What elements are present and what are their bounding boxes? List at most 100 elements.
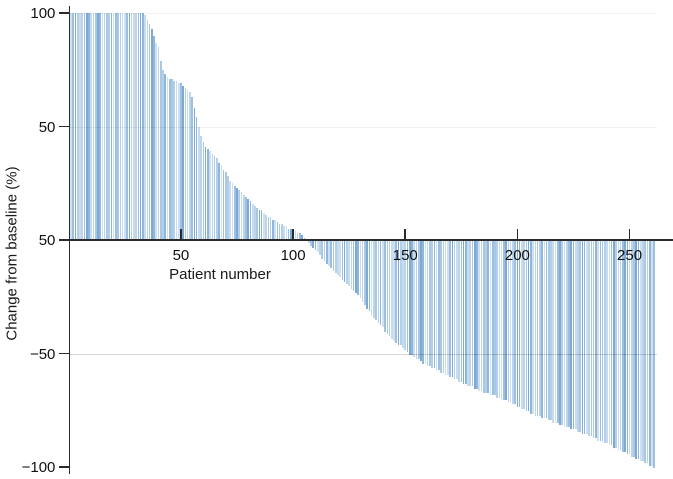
bar — [355, 241, 357, 294]
bar — [323, 241, 326, 262]
bar — [648, 241, 651, 466]
bar — [525, 241, 528, 412]
bar — [568, 241, 570, 428]
bar — [653, 241, 656, 468]
bar — [287, 228, 290, 240]
bar — [303, 237, 306, 240]
bar — [146, 19, 149, 240]
gridline — [69, 353, 657, 355]
bar — [330, 241, 333, 269]
bar — [128, 13, 131, 240]
bar — [296, 233, 299, 240]
bar — [572, 241, 575, 430]
bar — [411, 241, 413, 355]
bar — [413, 241, 416, 357]
bar — [265, 215, 267, 240]
bar — [238, 190, 241, 240]
bar — [518, 241, 521, 407]
bar — [294, 230, 297, 240]
bar — [630, 241, 633, 457]
bar — [467, 241, 469, 387]
bar — [382, 241, 384, 328]
bar — [182, 85, 184, 240]
bar — [352, 241, 355, 291]
bar — [150, 28, 153, 240]
bar — [521, 241, 523, 409]
bar — [366, 241, 368, 310]
bar — [256, 208, 258, 240]
bar — [346, 241, 348, 285]
bar — [539, 241, 541, 416]
bar — [424, 241, 427, 364]
bar — [370, 241, 373, 316]
bar — [491, 241, 494, 396]
y-tick — [59, 352, 70, 355]
bar — [480, 241, 483, 391]
bar — [453, 241, 456, 380]
x-tick-label: 100 — [280, 247, 306, 264]
bar — [417, 241, 420, 360]
bar — [476, 241, 478, 389]
bar — [527, 241, 530, 412]
bar — [485, 241, 487, 394]
y-tick — [59, 466, 70, 468]
bar — [368, 241, 371, 312]
bar — [581, 241, 584, 434]
bar — [314, 241, 317, 251]
bar — [626, 241, 629, 455]
bar — [512, 241, 514, 405]
bar — [523, 241, 525, 409]
x-axis-title: Patient number — [169, 266, 271, 283]
bar — [390, 241, 393, 339]
bar — [496, 241, 498, 398]
bar — [500, 241, 503, 400]
bar — [408, 241, 411, 355]
bar — [251, 203, 254, 240]
bar — [168, 78, 171, 240]
bar — [112, 13, 115, 240]
bar — [72, 13, 75, 240]
bar — [386, 241, 389, 335]
gridline — [69, 13, 657, 14]
bar — [478, 241, 481, 391]
bar — [110, 13, 113, 240]
bar — [487, 241, 490, 394]
bar — [121, 13, 124, 240]
bar — [530, 241, 532, 414]
bar — [552, 241, 555, 423]
bar — [395, 241, 398, 344]
bar — [639, 241, 642, 462]
bar — [144, 15, 146, 240]
bar — [357, 241, 359, 296]
x-tick — [180, 229, 182, 240]
bar — [586, 241, 588, 434]
bar — [429, 241, 431, 366]
y-tick — [59, 12, 70, 14]
bar — [637, 241, 640, 459]
bar — [597, 241, 599, 441]
bar — [106, 13, 108, 240]
bar — [88, 13, 90, 240]
bar — [249, 201, 252, 240]
bar — [550, 241, 552, 421]
bar — [422, 241, 424, 364]
bar — [218, 162, 220, 240]
bar — [361, 241, 364, 303]
bar — [339, 241, 341, 278]
bar — [460, 241, 463, 382]
bar — [599, 241, 602, 441]
bar — [615, 241, 617, 448]
y-tick-label: 100 — [30, 5, 56, 22]
bar — [164, 74, 167, 240]
bar — [316, 241, 319, 253]
bar — [375, 241, 377, 321]
y-tick-label: −50 — [29, 345, 56, 363]
bar — [191, 96, 193, 240]
bar — [301, 235, 303, 240]
bar — [565, 241, 568, 428]
bar — [139, 13, 142, 240]
bar — [79, 13, 81, 240]
bar — [388, 241, 391, 337]
bar — [541, 241, 543, 419]
bar — [278, 224, 281, 240]
